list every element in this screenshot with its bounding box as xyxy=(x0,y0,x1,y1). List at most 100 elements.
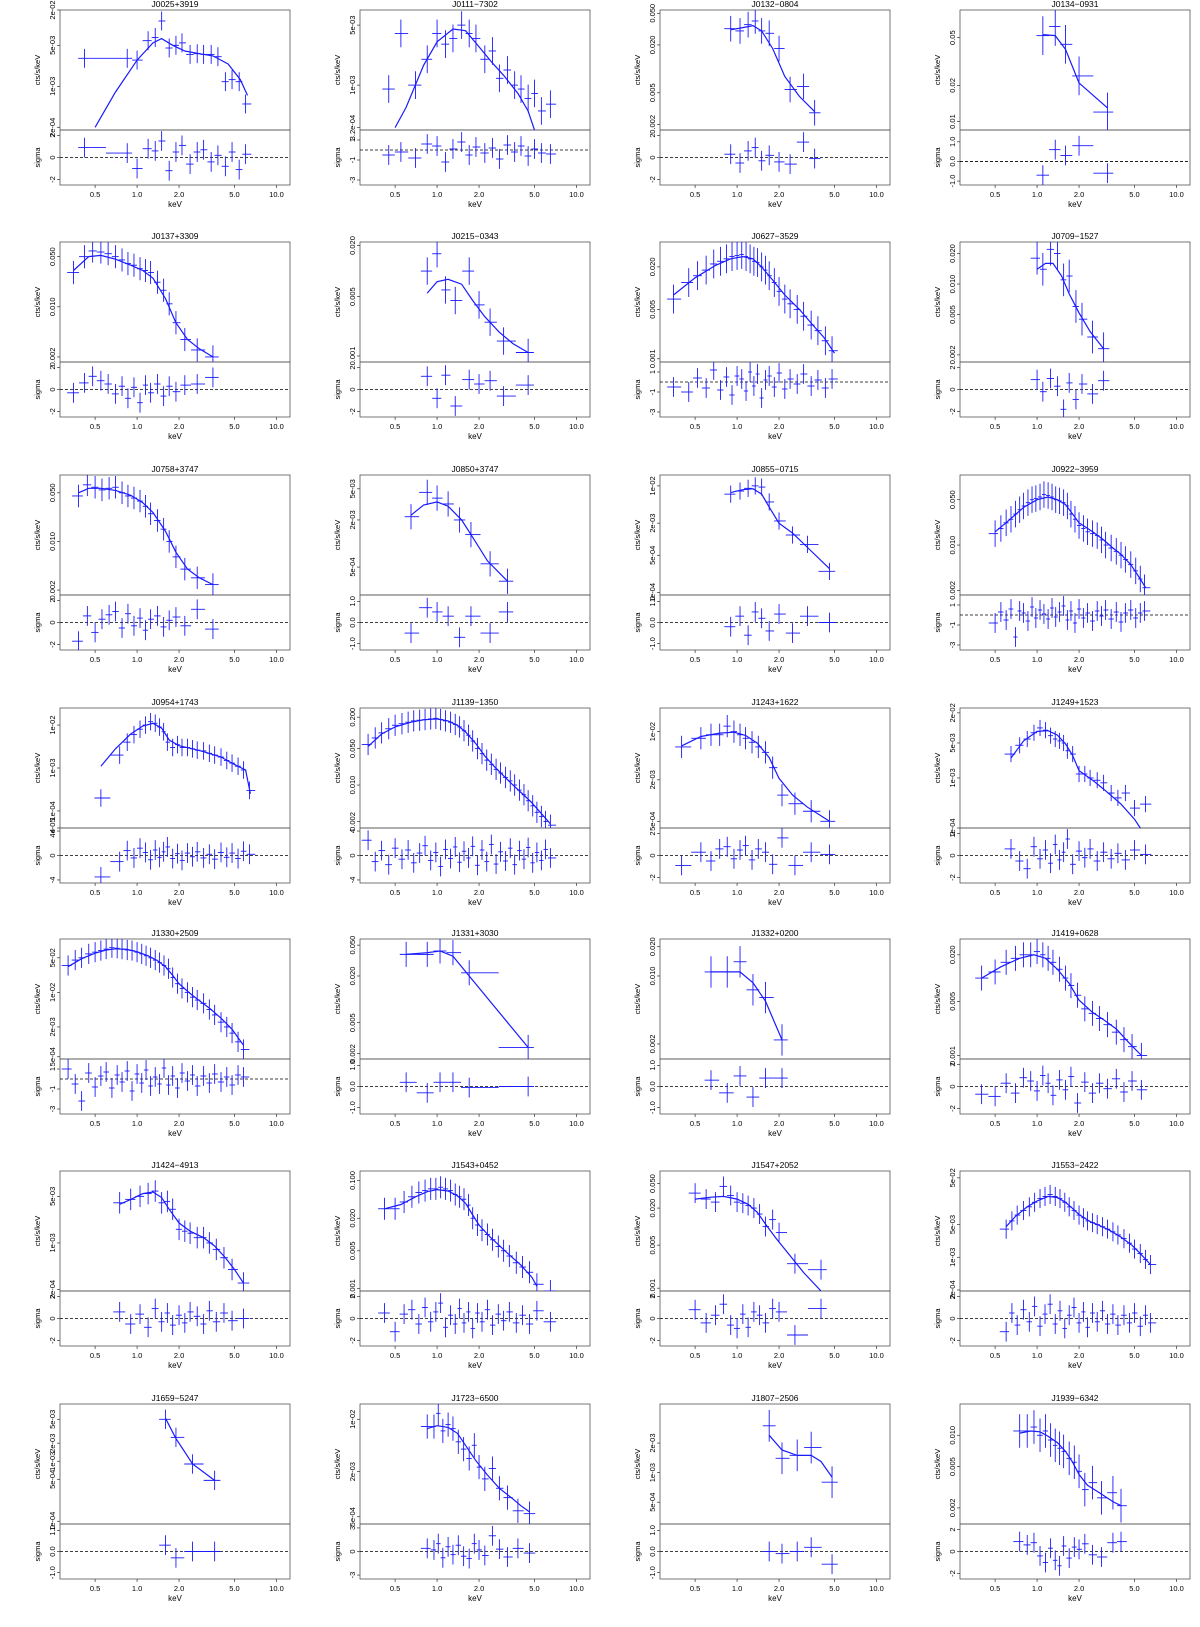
x-tick-label: 10.0 xyxy=(569,1119,584,1128)
main-frame xyxy=(359,707,591,829)
residual-tick-label: -2 xyxy=(48,1337,57,1344)
x-tick-label: 1.0 xyxy=(132,1119,142,1128)
spectrum-chart: J1723−6500 0.5 1.0 2.0 5.0 10.0 keV 5e-04 2e-03 1… xyxy=(333,1393,591,1603)
spectrum-chart: J1553−2422 0.5 1.0 2.0 5.0 10.0 keV 2e-04 1e-03 5… xyxy=(933,1160,1191,1370)
chart-title: J0025+3919 xyxy=(151,0,198,9)
residual-tick-label: 0.0 xyxy=(648,1081,657,1091)
x-tick-label: 2.0 xyxy=(1074,1351,1084,1360)
y-tick-label: 2e-03 xyxy=(648,770,657,789)
residual-tick-label: 2 xyxy=(348,365,357,369)
x-tick-label: 2.0 xyxy=(774,1584,784,1593)
residual-frame xyxy=(959,594,1191,651)
residual-axis-label: sigma xyxy=(633,379,642,400)
spectrum-panel: J0137+3309 0.5 1.0 2.0 5.0 10.0 keV 0.002 0.010 0… xyxy=(0,231,300,462)
x-tick-label: 0.5 xyxy=(990,1584,1000,1593)
residual-tick-label: 0 xyxy=(348,387,357,391)
residual-tick-label: -1 xyxy=(948,622,957,629)
model-line xyxy=(681,731,830,822)
residual-plot-area xyxy=(420,1525,536,1569)
residual-axis-label: sigma xyxy=(633,612,642,633)
residual-tick-label: -1 xyxy=(348,157,357,164)
x-axis-label: keV xyxy=(468,1129,482,1138)
residual-axis-label: sigma xyxy=(33,1308,42,1329)
x-tick-label: 1.0 xyxy=(132,422,142,431)
x-tick-label: 1.0 xyxy=(732,888,742,897)
y-tick-label: 0.010 xyxy=(948,536,957,555)
spectrum-chart: J0111−7302 0.5 1.0 2.0 5.0 10.0 keV 3.2e-04 1e-0… xyxy=(333,0,591,209)
x-tick-label: 2.0 xyxy=(474,1351,484,1360)
y-axis-label: cts/s/keV xyxy=(333,1216,342,1246)
residual-tick-label: -2 xyxy=(48,408,57,415)
y-tick-label: 2e-04 xyxy=(48,118,57,137)
x-tick-label: 5.0 xyxy=(1129,190,1139,199)
residual-tick-label: 2 xyxy=(48,365,57,369)
x-tick-label: 10.0 xyxy=(1169,1351,1184,1360)
model-line xyxy=(367,718,551,825)
x-tick-label: 0.5 xyxy=(690,1119,700,1128)
y-tick-label: 0.001 xyxy=(348,1279,357,1298)
y-tick-label: 1e-03 xyxy=(648,1463,657,1482)
residual-tick-label: 1 xyxy=(948,603,957,607)
spectrum-panel: J1139−1350 0.5 1.0 2.0 5.0 10.0 keV 0.002 0.010 0… xyxy=(300,697,600,928)
main-frame xyxy=(359,241,591,363)
y-tick-label: 0.020 xyxy=(948,945,957,964)
x-tick-label: 0.5 xyxy=(90,888,100,897)
x-tick-label: 10.0 xyxy=(569,190,584,199)
x-tick-label: 2.0 xyxy=(474,190,484,199)
spectrum-chart: J1939−6342 0.5 1.0 2.0 5.0 10.0 keV 0.002 0.005 0… xyxy=(933,1393,1191,1603)
residual-tick-label: 1.0 xyxy=(648,596,657,606)
y-axis-label: cts/s/keV xyxy=(933,753,942,783)
residual-tick-label: 2 xyxy=(48,598,57,602)
spectrum-chart: J0627−3529 0.5 1.0 2.0 5.0 10.0 keV 0.001 0.005 0… xyxy=(633,231,891,441)
residual-axis-label: sigma xyxy=(33,1541,42,1562)
x-tick-label: 2.0 xyxy=(174,888,184,897)
spectrum-panel: J0132−0804 0.5 1.0 2.0 5.0 10.0 keV 0.002 0.005 0… xyxy=(600,0,900,230)
y-tick-label: 1e-03 xyxy=(348,76,357,95)
x-tick-label: 1.0 xyxy=(732,1351,742,1360)
model-line xyxy=(394,28,536,130)
chart-title: J0137+3309 xyxy=(151,231,198,241)
y-tick-label: 2e-04 xyxy=(48,1280,57,1299)
model-line xyxy=(1005,1195,1151,1265)
y-tick-label: 2e-03 xyxy=(348,510,357,529)
x-axis-label: keV xyxy=(468,1361,482,1370)
main-plot-area xyxy=(675,715,836,828)
x-tick-label: 10.0 xyxy=(869,1119,884,1128)
y-tick-label: 2e-03 xyxy=(48,1434,57,1453)
chart-title: J1332+0200 xyxy=(751,928,798,938)
model-line xyxy=(100,722,251,794)
spectrum-panel: J1419+0628 0.5 1.0 2.0 5.0 10.0 keV 0.001 0.005 0… xyxy=(900,928,1200,1159)
residual-plot-area xyxy=(61,1059,250,1111)
chart-title: J1723−6500 xyxy=(451,1393,498,1403)
residual-tick-label: -2 xyxy=(648,176,657,183)
residual-tick-label: 2 xyxy=(948,1062,957,1066)
spectrum-panel: J0134−0931 0.5 1.0 2.0 5.0 10.0 keV 0.01 0.02 0.0… xyxy=(900,0,1200,230)
residual-plot-area xyxy=(1030,368,1110,417)
y-tick-label: 0.050 xyxy=(48,247,57,266)
y-tick-label: 0.002 xyxy=(948,1499,957,1518)
residual-axis-label: sigma xyxy=(933,1541,942,1562)
residual-axis-label: sigma xyxy=(933,1308,942,1329)
residual-tick-label: -2 xyxy=(948,1337,957,1344)
residual-plot-area xyxy=(999,1294,1157,1342)
x-tick-label: 0.5 xyxy=(990,655,1000,664)
residual-frame xyxy=(659,361,891,418)
y-axis-label: cts/s/keV xyxy=(33,984,42,1014)
main-plot-area xyxy=(420,242,534,362)
residual-tick-label: 0.0 xyxy=(348,617,357,627)
residual-tick-label: -2 xyxy=(48,176,57,183)
chart-title: J0922−3959 xyxy=(1051,464,1098,474)
residual-tick-label: 2 xyxy=(948,1294,957,1298)
residual-tick-label: -1.0 xyxy=(948,175,957,188)
residual-tick-label: -3 xyxy=(48,1106,57,1113)
chart-title: J1424−4913 xyxy=(151,1160,198,1170)
x-tick-label: 10.0 xyxy=(569,1584,584,1593)
model-line xyxy=(67,948,244,1046)
residual-plot-area xyxy=(78,131,252,181)
x-tick-label: 1.0 xyxy=(732,1119,742,1128)
residual-axis-label: sigma xyxy=(333,1308,342,1329)
residual-tick-label: 0 xyxy=(648,1316,657,1320)
residual-tick-label: -1.0 xyxy=(648,1566,657,1579)
y-tick-label: 5e-03 xyxy=(948,1215,957,1234)
main-plot-area xyxy=(988,481,1151,595)
